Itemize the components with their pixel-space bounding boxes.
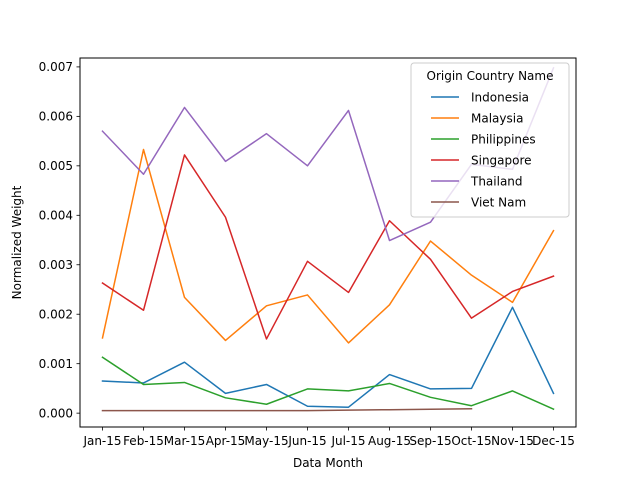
legend-entry-label: Singapore — [471, 153, 532, 167]
legend-box — [410, 62, 570, 218]
x-tick-label: Mar-15 — [164, 434, 205, 448]
y-tick-label: 0.006 — [39, 110, 73, 124]
x-tick-label: Sep-15 — [409, 434, 451, 448]
y-axis-label: Normalized Weight — [10, 185, 24, 299]
plot-frame — [79, 57, 577, 428]
series-line-0 — [101, 306, 555, 408]
series-line-3 — [101, 154, 555, 340]
series-line-5 — [101, 407, 473, 412]
y-tick-label: 0.001 — [39, 357, 73, 371]
x-tick-label: Jun-15 — [287, 434, 326, 448]
y-tick-label: 0.002 — [39, 307, 73, 321]
y-tick-label: 0.000 — [39, 406, 73, 420]
series-line-1 — [101, 148, 555, 344]
legend-entries: Indonesia Malaysia Philippines Singapore Tha… — [431, 90, 536, 209]
x-tick-label: May-15 — [244, 434, 288, 448]
plot-lines — [101, 66, 555, 412]
series-line-2 — [101, 356, 555, 411]
y-tick-label: 0.005 — [39, 159, 73, 173]
legend-entry-label: Malaysia — [471, 111, 523, 125]
legend-entry-label: Indonesia — [471, 90, 529, 104]
legend-entry-label: Philippines — [471, 132, 536, 146]
y-tick-label: 0.004 — [39, 208, 73, 222]
legend-title: Origin Country Name — [427, 69, 554, 83]
legend-entry-label: Viet Nam — [471, 195, 526, 209]
legend-entry-label: Thailand — [470, 174, 523, 188]
x-tick-label: Jan-15 — [82, 434, 121, 448]
x-tick-label: Oct-15 — [451, 434, 491, 448]
x-axis: Jan-15 Feb-15 Mar-15 Apr-15 May-15 Jun-15 Jul-… — [82, 427, 575, 448]
x-tick-label: Feb-15 — [123, 434, 164, 448]
x-axis-label: Data Month — [293, 456, 363, 470]
x-tick-label: Jul-15 — [330, 434, 365, 448]
x-tick-label: Dec-15 — [532, 434, 575, 448]
x-tick-label: Aug-15 — [368, 434, 411, 448]
y-tick-label: 0.003 — [39, 258, 73, 272]
x-tick-label: Nov-15 — [491, 434, 534, 448]
x-tick-label: Apr-15 — [206, 434, 246, 448]
legend: Origin Country Name Indonesia Malaysia Phi… — [410, 62, 570, 218]
y-tick-label: 0.007 — [39, 60, 73, 74]
y-axis: 0.000 0.001 0.002 0.003 0.004 0.005 0.006 0.007 — [39, 60, 80, 420]
